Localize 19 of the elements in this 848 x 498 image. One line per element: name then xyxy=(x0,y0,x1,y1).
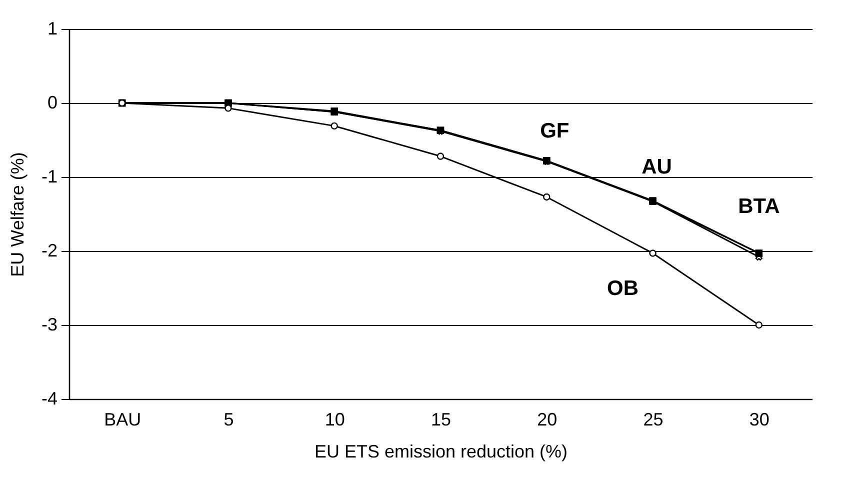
y-tick-label: -3 xyxy=(41,314,58,334)
x-tick-label: 30 xyxy=(749,410,770,430)
x-tick-label: 25 xyxy=(643,410,664,430)
x-axis-title: EU ETS emission reduction (%) xyxy=(314,442,568,462)
y-axis-title: EU Welfare (%) xyxy=(7,152,28,277)
series-label: GF xyxy=(540,119,570,142)
y-tick-label: -4 xyxy=(41,388,58,408)
x-tick-label: 20 xyxy=(537,410,558,430)
x-tick-label: 10 xyxy=(324,410,345,430)
x-tick-label: 15 xyxy=(430,410,452,430)
y-tick-label: 0 xyxy=(47,92,58,112)
series-label: OB xyxy=(607,277,639,300)
y-tick-label: -1 xyxy=(41,166,58,186)
series-label: BTA xyxy=(738,195,780,218)
x-tick-label: BAU xyxy=(104,410,142,430)
y-tick-label: -2 xyxy=(41,240,58,260)
series-label: AU xyxy=(642,155,672,178)
x-tick-label: 5 xyxy=(224,410,234,430)
y-tick-label: 1 xyxy=(47,18,58,38)
